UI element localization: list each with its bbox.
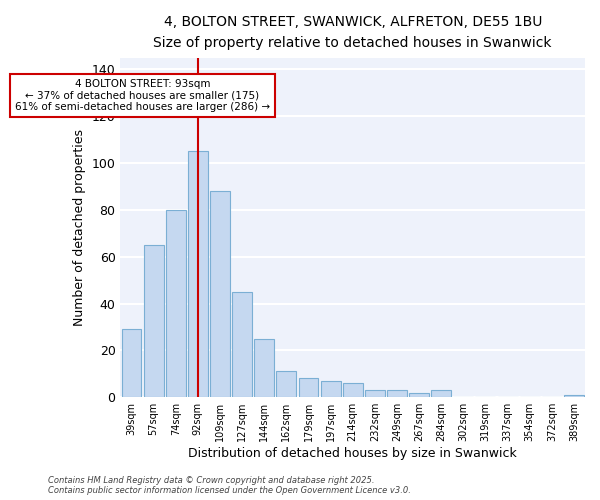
Bar	[122, 330, 142, 397]
Bar	[387, 390, 407, 397]
Bar	[564, 395, 584, 397]
Bar	[431, 390, 451, 397]
Bar	[299, 378, 319, 397]
Bar	[254, 338, 274, 397]
Title: 4, BOLTON STREET, SWANWICK, ALFRETON, DE55 1BU
Size of property relative to deta: 4, BOLTON STREET, SWANWICK, ALFRETON, DE…	[154, 15, 552, 50]
Text: Contains HM Land Registry data © Crown copyright and database right 2025.
Contai: Contains HM Land Registry data © Crown c…	[48, 476, 411, 495]
Bar	[343, 383, 362, 397]
Text: 4 BOLTON STREET: 93sqm
← 37% of detached houses are smaller (175)
61% of semi-de: 4 BOLTON STREET: 93sqm ← 37% of detached…	[15, 79, 270, 112]
Bar	[277, 372, 296, 397]
Bar	[210, 191, 230, 397]
Y-axis label: Number of detached properties: Number of detached properties	[73, 129, 86, 326]
Bar	[188, 152, 208, 397]
Bar	[365, 390, 385, 397]
Bar	[409, 392, 429, 397]
Bar	[143, 245, 164, 397]
X-axis label: Distribution of detached houses by size in Swanwick: Distribution of detached houses by size …	[188, 447, 517, 460]
Bar	[232, 292, 252, 397]
Bar	[166, 210, 185, 397]
Bar	[320, 381, 341, 397]
